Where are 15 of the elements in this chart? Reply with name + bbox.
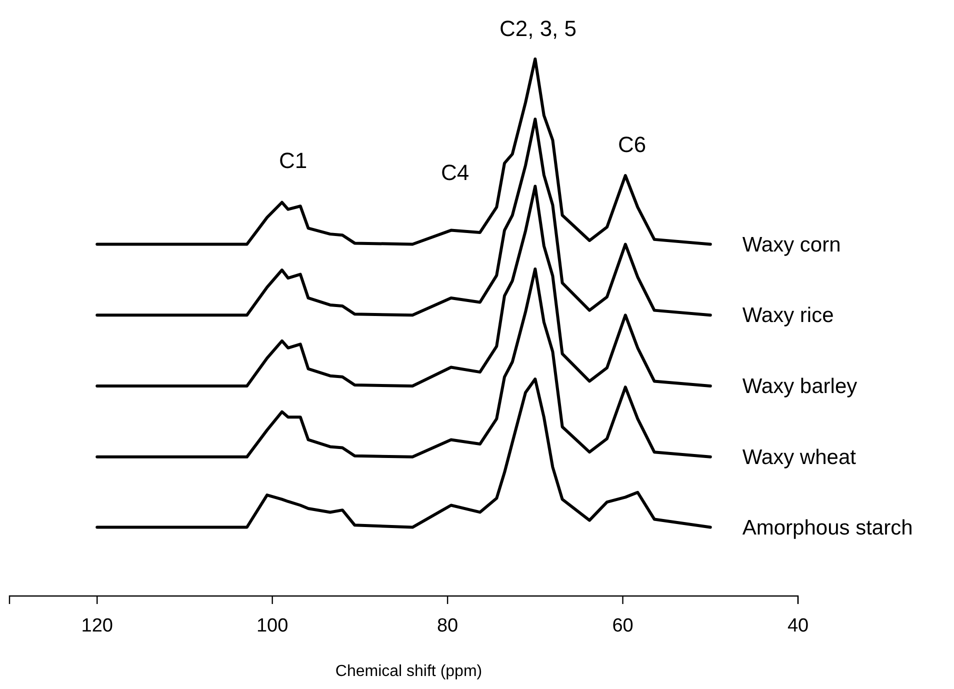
x-tick-label: 60 [612, 615, 634, 636]
x-tick-label: 40 [787, 615, 809, 636]
annotation: C4 [440, 160, 470, 185]
x-axis-title: Chemical shift (ppm) [335, 663, 482, 680]
x-tick-label: 100 [256, 615, 288, 636]
series-label: Waxy rice [742, 304, 834, 328]
series-label: Amorphous starch [742, 516, 913, 540]
x-tick-label: 80 [436, 615, 458, 636]
x-tick-label: 120 [81, 615, 113, 636]
text: C2, 3, 5 [499, 16, 577, 41]
annotation: C6 [618, 132, 646, 157]
series-label: Waxy corn [742, 233, 841, 256]
series-label: Waxy wheat [742, 446, 856, 469]
annotation: C1 [278, 148, 308, 173]
series-label: Waxy barley [742, 375, 858, 398]
